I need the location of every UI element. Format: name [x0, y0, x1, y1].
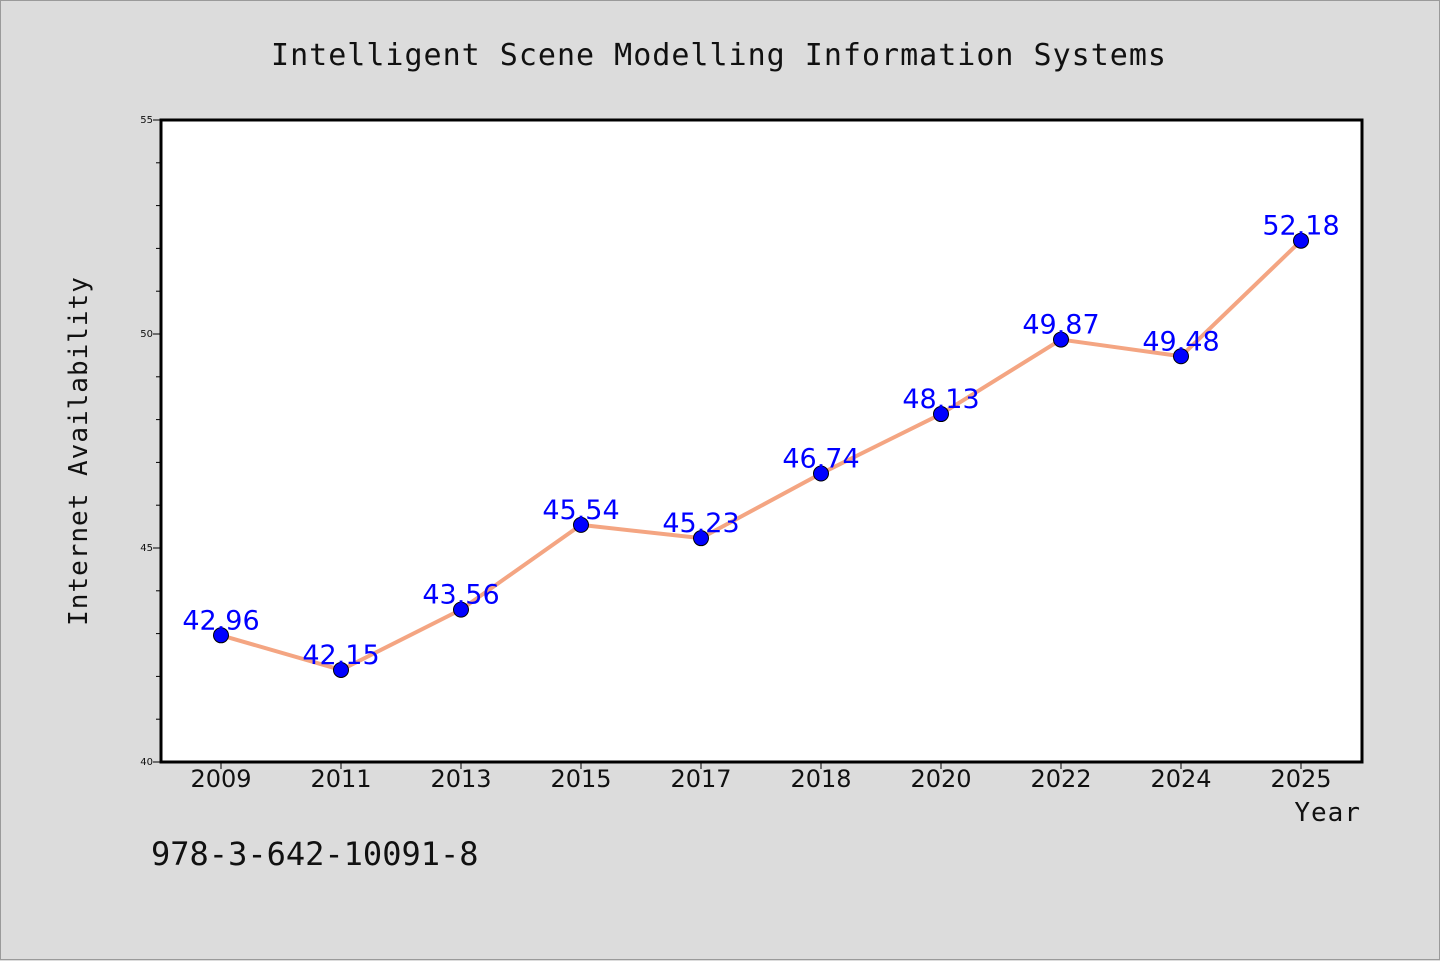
y-tick-label: 45 [140, 543, 153, 554]
chart-title: Intelligent Scene Modelling Information … [271, 38, 1167, 73]
data-label: 49.87 [1022, 310, 1099, 341]
data-point-marker [453, 601, 469, 618]
data-label: 48.13 [902, 384, 979, 415]
x-tick-label: 2011 [310, 765, 371, 793]
x-tick-label: 2015 [550, 765, 611, 793]
data-label: 45.54 [542, 495, 619, 526]
data-label: 52.18 [1262, 211, 1339, 242]
y-axis-label: Internet Availability [64, 276, 94, 626]
x-tick-label: 2022 [1030, 765, 1091, 793]
data-point-marker [573, 516, 589, 533]
data-label: 42.15 [302, 640, 379, 671]
data-label: 46.74 [782, 444, 859, 475]
x-tick-label: 2018 [790, 765, 851, 793]
data-label: 43.56 [422, 580, 499, 611]
plot-frame [159, 118, 1364, 764]
x-tick-labels: 2009 2011 2013 2015 2017 2018 2020 2022 2024 2025 [190, 765, 1331, 793]
data-point-marker [333, 661, 349, 678]
data-label: 42.96 [182, 605, 259, 636]
data-point-marker [1053, 331, 1069, 348]
data-point-marker [813, 465, 829, 482]
plot-area [161, 120, 1362, 762]
data-label: 45.23 [662, 508, 739, 539]
isbn-footnote: 978-3-642-10091-8 [151, 835, 479, 873]
x-tick-label: 2009 [190, 765, 251, 793]
x-tick-label: 2017 [670, 765, 731, 793]
y-tick-label: 40 [140, 757, 153, 768]
y-tick-label: 50 [140, 329, 153, 340]
y-tick-label: 55 [140, 115, 153, 126]
data-label: 49.48 [1142, 326, 1219, 357]
data-point-marker [1173, 348, 1189, 365]
x-tick-label: 2025 [1270, 765, 1331, 793]
data-point-marker [213, 627, 229, 644]
x-tick-label: 2020 [910, 765, 971, 793]
data-point-marker [693, 530, 709, 547]
x-tick-label: 2013 [430, 765, 491, 793]
data-labels: 42.96 42.15 43.56 45.54 45.23 46.74 48.13 49.87… [182, 211, 1339, 671]
x-axis-label: Year [1294, 798, 1361, 828]
series-line [219, 238, 1303, 672]
x-tick-label: 2024 [1150, 765, 1211, 793]
y-tick-labels: 40 45 50 55 [140, 115, 153, 768]
data-point-marker [933, 406, 949, 423]
series-line-path [219, 238, 1303, 672]
series-markers [213, 232, 1309, 678]
data-point-marker [1293, 232, 1309, 249]
